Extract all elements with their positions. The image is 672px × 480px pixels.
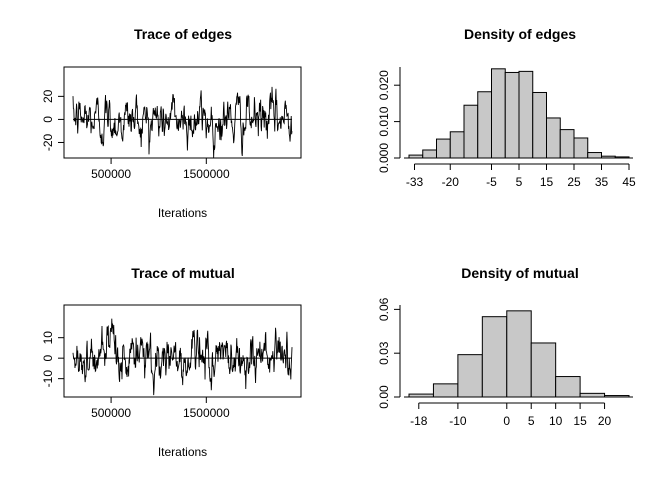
y-tick-label: 20 [41,89,55,103]
x-tick-label: -10 [449,414,467,428]
hist-bar [518,70,534,159]
hist-bar [477,91,492,159]
hist-bar [614,156,630,159]
hist-bar [530,342,557,398]
x-tick-label: 15 [540,175,554,189]
x-tick-label: 1500000 [183,406,230,420]
panel-1: Trace of edges 500000 1500000 -20 0 20 Iterati… [41,26,302,220]
x-tick-label: 45 [622,175,636,189]
hist-bar [432,383,459,398]
hist-bar [587,152,602,159]
y-tick-label: 10 [41,331,55,345]
panel-title: Trace of mutual [131,265,234,281]
x-tick-label: 20 [598,414,612,428]
hist-bar [546,117,561,159]
y-tick-label: 0.06 [377,297,391,321]
panel-2: Density of edges 0.000 0.010 0.020 -33 -20 -5 5… [377,26,636,189]
hist-bar [463,104,479,159]
hist-bar [457,354,483,398]
hist-bar [449,131,465,159]
x-axis-label: Iterations [158,445,207,459]
x-tick-label: 10 [549,414,563,428]
panel-title: Trace of edges [134,26,232,42]
hist-bar [601,155,616,159]
x-tick-label: -5 [486,175,497,189]
hist-bar [408,154,424,159]
x-tick-label: 25 [567,175,581,189]
hist-bar [579,392,606,398]
hist-bar [559,129,575,159]
y-tick-label: -20 [41,133,55,151]
y-tick-label: 0.000 [377,143,391,173]
hist-bar [573,137,589,159]
x-tick-label: -20 [442,175,460,189]
panel-3: Trace of mutual 500000 1500000 -10 0 10 Iterat… [41,265,302,459]
trace-line [72,318,293,396]
x-tick-label: 5 [516,175,523,189]
panel-title: Density of mutual [461,265,578,281]
x-tick-label: 1500000 [183,167,230,181]
x-tick-label: -18 [410,414,428,428]
hist-bar [491,68,506,159]
plot-frame [63,304,302,398]
x-tick-label: 500000 [91,406,131,420]
x-tick-label: -33 [406,175,424,189]
hist-bar [604,395,630,398]
hist-bar [555,376,581,398]
plot-frame [63,66,302,159]
hist-bar [504,71,520,159]
x-tick-label: 15 [573,414,587,428]
y-tick-label: 0.00 [377,385,391,409]
x-tick-label: 35 [595,175,609,189]
y-tick-label: 0.03 [377,341,391,365]
y-tick-label: 0.010 [377,106,391,136]
panel-title: Density of edges [464,26,576,42]
x-tick-label: 5 [528,414,535,428]
x-axis-label: Iterations [158,206,207,220]
y-tick-label: -10 [41,370,55,388]
y-tick-label: 0 [41,116,55,123]
hist-bar [532,91,547,159]
trace-line [72,86,293,158]
x-tick-label: 0 [503,414,510,428]
hist-bar [436,138,451,159]
x-tick-label: 500000 [91,167,131,181]
panel-4: Density of mutual 0.00 0.03 0.06 -18 -10 0 5 10 1… [377,265,633,428]
hist-bar [408,393,434,398]
hist-bar [422,149,437,159]
hist-bar [506,310,532,398]
hist-bar [481,316,508,398]
y-tick-label: 0 [41,355,55,362]
y-tick-label: 0.020 [377,70,391,100]
